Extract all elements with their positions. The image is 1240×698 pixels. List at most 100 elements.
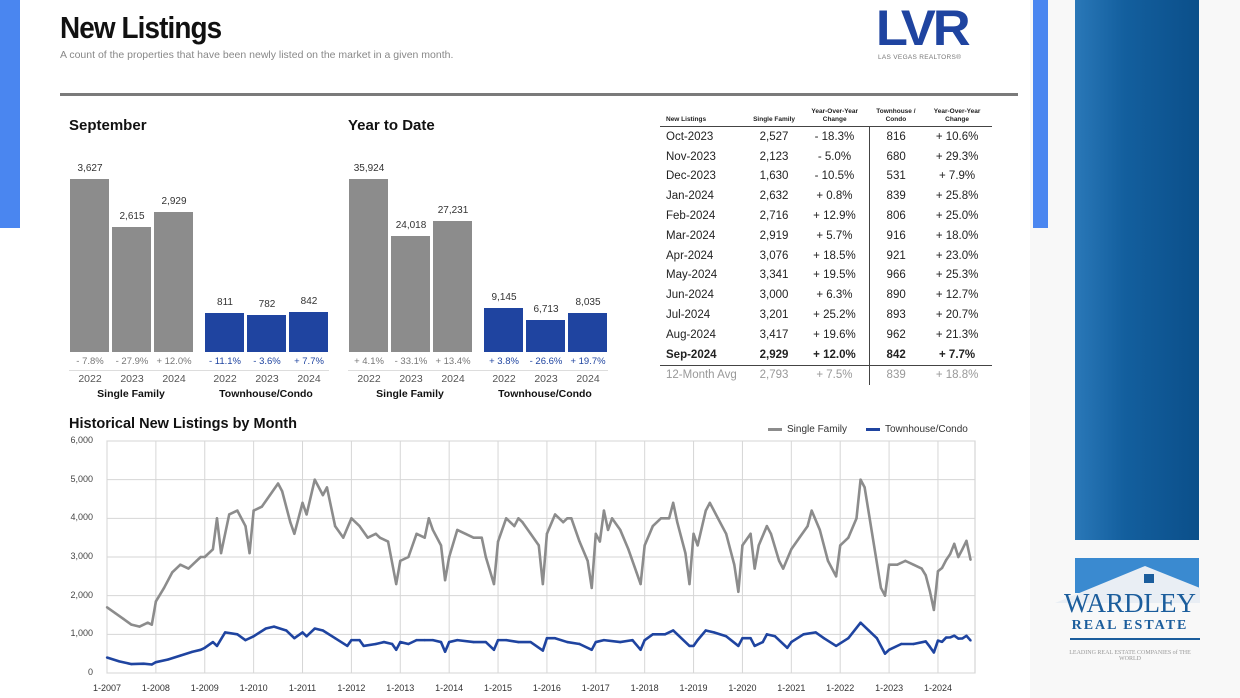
- data-point: [757, 544, 760, 547]
- data-point: [708, 501, 712, 505]
- table-cell: Feb-2024: [666, 210, 716, 223]
- data-point: [765, 524, 769, 528]
- data-point: [496, 540, 500, 543]
- legend-single-family: Single Family: [768, 424, 847, 435]
- bar-value-label: 9,145: [491, 291, 517, 303]
- data-point: [358, 524, 361, 528]
- ytd-townhouse-bar-2023: [526, 319, 565, 352]
- x-tick-label: 1-2016: [532, 683, 561, 693]
- data-point: [374, 532, 378, 535]
- table-cell: + 29.3%: [935, 150, 979, 163]
- data-point: [936, 639, 940, 642]
- data-point: [867, 629, 870, 632]
- table-cell: + 19.5%: [813, 269, 856, 282]
- data-point: [834, 644, 838, 648]
- data-point: [651, 633, 655, 636]
- change-label: + 13.4%: [435, 356, 471, 367]
- data-point: [814, 631, 817, 634]
- table-cell: 1,630: [759, 170, 789, 183]
- data-point: [944, 636, 948, 639]
- data-point: [268, 493, 272, 497]
- data-point: [769, 532, 773, 535]
- data-point: [859, 478, 862, 481]
- group-label: Single Family: [376, 388, 444, 400]
- table-cell: Sep-2024: [666, 348, 717, 361]
- wardley-text: WARDLEY: [1064, 588, 1196, 618]
- year-label: 2023: [120, 373, 144, 385]
- data-point: [619, 640, 622, 644]
- table-row: May-2024 3,341 + 19.5% 966 + 25.3%: [660, 265, 992, 286]
- left-accent-strip: [0, 0, 20, 228]
- data-point: [179, 654, 182, 657]
- data-point: [517, 517, 520, 520]
- data-point: [957, 637, 960, 640]
- x-tick-label: 1-2018: [630, 683, 659, 693]
- data-point: [521, 521, 524, 524]
- data-point: [113, 611, 117, 615]
- table-cell: 2,716: [759, 210, 789, 223]
- table-cell: Jan-2024: [666, 190, 714, 203]
- data-point: [765, 633, 769, 636]
- data-point: [749, 532, 752, 535]
- table-cell: + 12.9%: [813, 210, 856, 223]
- data-point: [252, 509, 255, 512]
- data-point: [248, 551, 251, 555]
- data-point: [696, 544, 699, 547]
- table-cell: 3,000: [759, 289, 789, 302]
- data-point: [834, 575, 838, 578]
- change-label: + 12.0%: [156, 356, 192, 367]
- data-point: [203, 555, 206, 559]
- data-point: [162, 586, 166, 590]
- table-cell: 2,919: [759, 229, 789, 242]
- ytd-townhouse-bar-2024: [568, 313, 607, 352]
- data-point: [166, 658, 170, 661]
- table-cell: 531: [869, 166, 923, 187]
- table-cell: 2,929: [759, 348, 789, 361]
- data-point: [749, 637, 752, 640]
- data-point: [423, 638, 426, 642]
- bar-value-label: 782: [258, 298, 276, 310]
- data-point: [594, 532, 597, 535]
- data-point: [737, 590, 740, 593]
- change-label: + 19.7%: [570, 356, 606, 367]
- bar-value-label: 35,924: [353, 163, 385, 174]
- change-label: + 4.1%: [354, 356, 384, 367]
- table-row: Dec-2023 1,630 - 10.5% 531 + 7.9%: [660, 166, 992, 187]
- lvr-logo: LVR LAS VEGAS REALTORS®: [875, 0, 971, 61]
- data-point: [105, 606, 109, 609]
- data-point: [407, 642, 410, 646]
- data-point: [431, 638, 435, 642]
- y-tick-label: 3,000: [70, 551, 93, 561]
- table-cell: 842: [869, 344, 923, 366]
- data-point: [671, 629, 675, 632]
- september-title: September: [69, 117, 147, 134]
- data-point: [887, 563, 891, 566]
- data-point: [399, 640, 402, 644]
- table-cell: 3,341: [759, 269, 789, 282]
- september-single_family-bar-2024: [154, 212, 193, 352]
- x-tick-label: 1-2019: [679, 683, 708, 693]
- data-point: [333, 637, 337, 640]
- table-cell: + 21.3%: [935, 328, 979, 341]
- year-label: 2022: [213, 373, 237, 385]
- data-point: [928, 589, 932, 593]
- x-tick-label: 1-2021: [777, 683, 806, 693]
- data-point: [598, 540, 602, 543]
- data-point: [541, 649, 545, 652]
- x-tick-label: 1-2010: [239, 683, 268, 693]
- data-point: [223, 631, 227, 634]
- data-point: [639, 582, 642, 586]
- data-point: [541, 582, 545, 586]
- data-point: [953, 542, 956, 546]
- brand-panel: [1075, 0, 1199, 540]
- data-point: [594, 640, 597, 644]
- data-point: [423, 536, 426, 539]
- data-point: [362, 644, 365, 648]
- september-single_family-bar-2023: [112, 227, 151, 352]
- plot-frame: [106, 440, 976, 674]
- data-point: [879, 586, 883, 590]
- data-point: [252, 635, 255, 638]
- data-point: [948, 636, 952, 639]
- data-point: [358, 638, 361, 642]
- data-point: [236, 633, 239, 636]
